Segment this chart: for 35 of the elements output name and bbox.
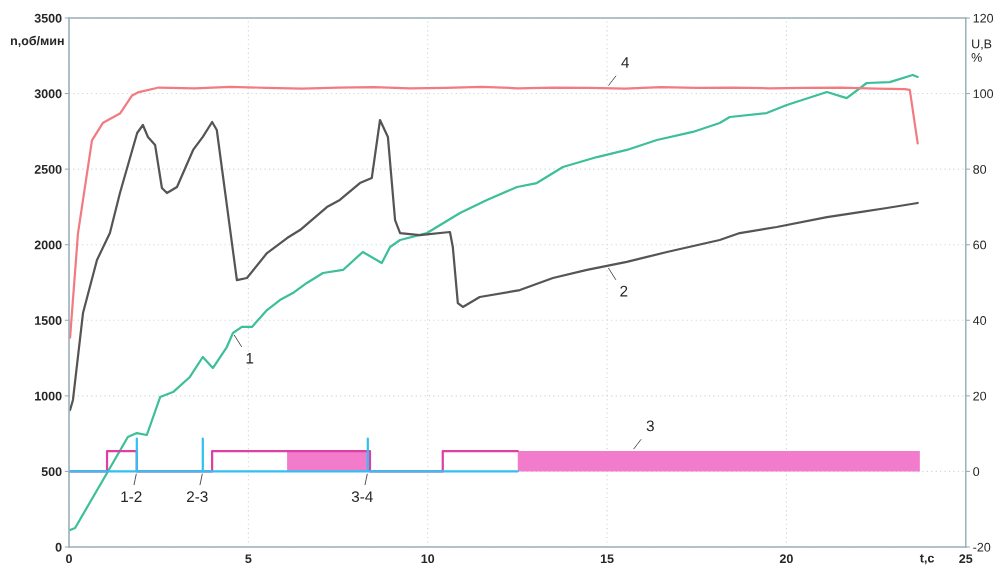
y-tick-label: 2500 (34, 164, 62, 174)
annotation: 2-3 (186, 491, 208, 503)
y2-tick-label: 20 (973, 391, 987, 401)
x-axis-title: t,c (919, 554, 935, 565)
y2-tick-label: 40 (972, 316, 987, 325)
annotation: 4 (621, 57, 629, 68)
y2-axis-title: U,B % (971, 39, 992, 62)
annotation: 3 (646, 420, 654, 432)
line-series (69, 73, 919, 532)
x-tick-label: 15 (600, 554, 614, 564)
y2-tick-label: 0 (973, 467, 980, 477)
y-tick-label: 3000 (34, 89, 62, 99)
y2-tick-label: -20 (973, 542, 991, 552)
x-tick-label: 20 (779, 554, 793, 564)
annotation: 1-2 (121, 491, 142, 502)
annotation: 2 (620, 285, 628, 297)
y-tick-label: 1500 (35, 316, 62, 325)
y2-tick-label: 60 (973, 240, 987, 250)
x-tick-label: 10 (421, 554, 435, 564)
annotation: 1 (246, 352, 254, 364)
y-tick-label: 3500 (34, 13, 62, 23)
x-tick-label: 25 (959, 554, 973, 564)
line-series (69, 118, 919, 412)
y-tick-label: 0 (55, 542, 62, 552)
y-tick-label: 2000 (34, 240, 62, 250)
x-tick-label: 5 (245, 554, 252, 564)
y2-tick-label: 120 (973, 13, 994, 23)
line-series (69, 85, 919, 339)
annotation: 3-4 (351, 491, 373, 503)
x-tick-label: 0 (66, 554, 72, 564)
y2-tick-label: 100 (973, 89, 994, 99)
y-tick-label: 1000 (35, 391, 62, 401)
y2-tick-label: 80 (973, 164, 987, 174)
y-axis-title: n,об/мин (10, 35, 64, 47)
y-tick-label: 500 (41, 467, 62, 477)
